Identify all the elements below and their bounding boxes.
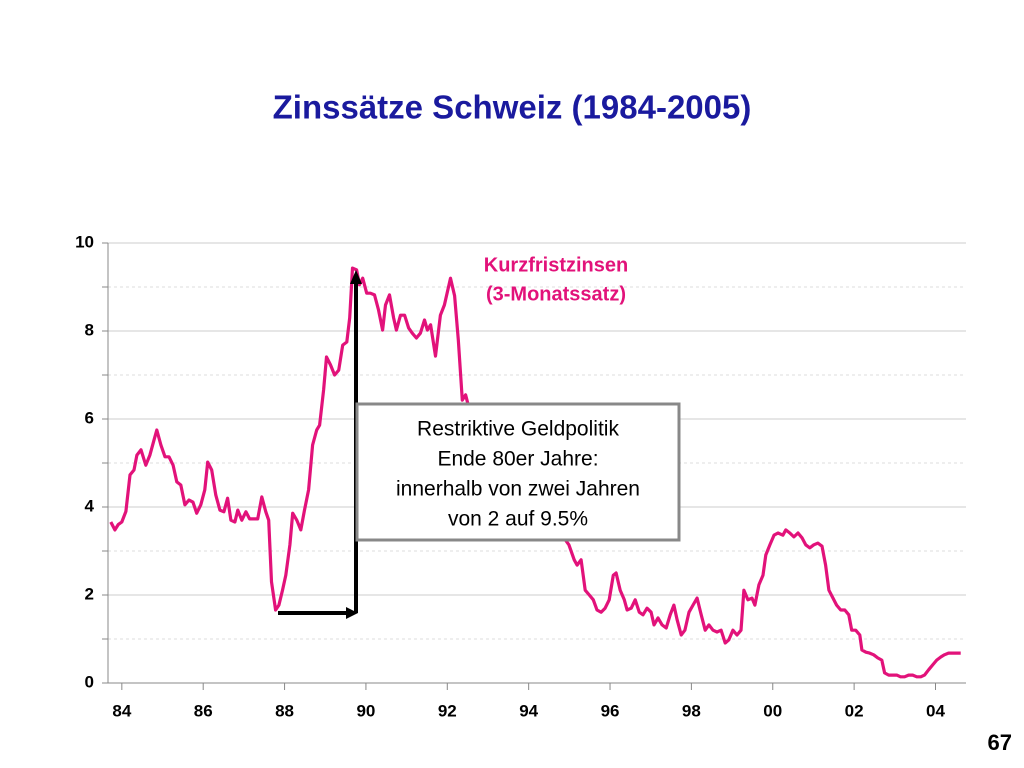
y-tick-label: 6 xyxy=(85,408,94,427)
page-number: 67 xyxy=(988,730,1012,755)
annotation-line: von 2 auf 9.5% xyxy=(448,508,588,531)
annotation-line: innerhalb von zwei Jahren xyxy=(396,478,640,501)
arrow-head xyxy=(350,270,362,284)
annotation-line: Restriktive Geldpolitik xyxy=(417,418,619,441)
x-tick-label: 88 xyxy=(275,701,294,720)
y-tick-label: 4 xyxy=(85,496,95,515)
arrow-head xyxy=(346,607,358,619)
y-tick-label: 0 xyxy=(85,672,94,691)
y-tick-label: 10 xyxy=(75,232,94,251)
x-tick-label: 94 xyxy=(519,701,538,720)
annotation-line: Ende 80er Jahre: xyxy=(437,448,598,471)
annotation-box xyxy=(355,402,681,542)
x-tick-label: 98 xyxy=(682,701,701,720)
x-tick-label: 04 xyxy=(926,701,945,720)
y-tick-label: 2 xyxy=(85,584,94,603)
y-tick-label: 8 xyxy=(85,320,94,339)
plot xyxy=(109,266,961,679)
x-tick-label: 86 xyxy=(194,701,213,720)
series-label: Kurzfristzinsen xyxy=(484,254,628,276)
x-tick-label: 90 xyxy=(356,701,375,720)
x-tick-label: 92 xyxy=(438,701,457,720)
series-label: (3-Monatssatz) xyxy=(486,283,626,305)
x-tick-label: 84 xyxy=(112,701,131,720)
line-series xyxy=(109,266,961,679)
x-tick-label: 02 xyxy=(845,701,864,720)
x-tick-label: 96 xyxy=(601,701,620,720)
x-tick-label: 00 xyxy=(763,701,782,720)
chart-title: Zinssätze Schweiz (1984-2005) xyxy=(273,89,752,126)
